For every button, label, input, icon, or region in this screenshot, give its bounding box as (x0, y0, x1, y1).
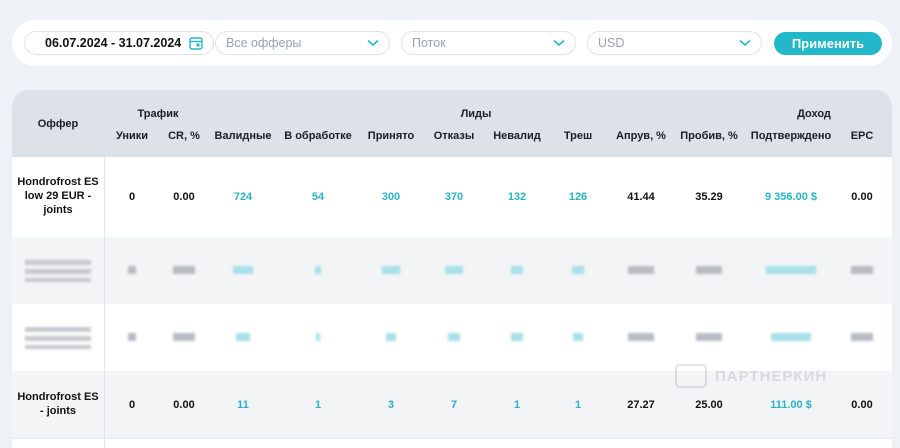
col-header[interactable]: CR, % (168, 130, 200, 142)
col-header[interactable]: Невалид (493, 130, 541, 142)
redacted-value (573, 332, 583, 344)
cell-epc: 0.00 (851, 398, 873, 411)
redacted-value (315, 265, 321, 277)
cell-rejected-link[interactable]: 370 (444, 191, 464, 203)
currency-select[interactable]: USD (587, 31, 762, 55)
offer-name[interactable]: Hondrofrost ES - joints (12, 371, 105, 438)
offers-select[interactable]: Все офферы (215, 31, 390, 55)
table-row: Hondrofrost ES - joints 0 0.00 11 1 3 7 … (12, 371, 892, 438)
col-header[interactable]: Принято (367, 130, 415, 142)
redacted-value (445, 265, 463, 277)
redacted-value (173, 332, 195, 344)
header-income: Доход (797, 108, 831, 120)
redacted-value (628, 265, 654, 277)
chevron-down-icon (367, 39, 379, 47)
cell-processing-link[interactable]: 1 (314, 398, 322, 411)
offer-name-cell-divider (12, 439, 105, 448)
cell-probiv: 35.29 (695, 191, 723, 203)
redacted-value (128, 265, 136, 277)
redacted-value (233, 265, 253, 277)
cell-cr: 0.00 (173, 398, 195, 411)
date-range-value: 06.07.2024 - 31.07.2024 (45, 36, 182, 50)
cell-invalid-link[interactable]: 1 (513, 398, 521, 411)
table-header: Оффер Трафик Лиды Доход Уники CR, % Вали… (12, 90, 892, 157)
redacted-value (771, 332, 811, 344)
calendar-icon (189, 37, 203, 50)
cell-trash-link[interactable]: 126 (568, 191, 588, 203)
col-header[interactable]: EPC (850, 130, 874, 142)
redacted-value (448, 332, 460, 344)
col-header[interactable]: Пробив, % (680, 130, 738, 142)
cell-valid-link[interactable]: 11 (237, 398, 249, 411)
col-header[interactable]: Уники (115, 130, 149, 142)
cell-valid-link[interactable]: 724 (233, 191, 253, 203)
redacted-value (511, 265, 523, 277)
redacted-value (851, 332, 873, 344)
table-row-redacted (12, 237, 892, 304)
cell-accepted-link[interactable]: 3 (387, 398, 395, 411)
cell-cr: 0.00 (173, 191, 195, 203)
cell-trash-link[interactable]: 1 (574, 398, 582, 411)
redacted-value (696, 332, 722, 344)
col-header[interactable]: Валидные (214, 130, 272, 142)
watermark-text: ПАРТНЕРКИН (715, 367, 828, 385)
cell-uniques: 0 (128, 398, 136, 411)
redacted-value (628, 332, 654, 344)
filter-bar: 06.07.2024 - 31.07.2024 Все офферы Поток… (12, 20, 892, 66)
offer-name[interactable]: Hondrofrost ES low 29 EUR - joints (12, 157, 105, 237)
cell-approve: 41.44 (627, 191, 655, 203)
redacted-value (382, 265, 400, 277)
redacted-value (696, 265, 722, 277)
redacted-value (851, 265, 873, 277)
header-offer: Оффер (37, 118, 79, 130)
redacted-value (236, 332, 250, 344)
col-header[interactable]: Подтверждено (750, 130, 832, 142)
col-header[interactable]: Отказы (433, 130, 475, 142)
redacted-value (128, 332, 136, 344)
date-range-picker[interactable]: 06.07.2024 - 31.07.2024 (24, 31, 214, 55)
stream-select-placeholder: Поток (412, 36, 446, 50)
redacted-value (173, 265, 195, 277)
redacted-value (572, 265, 584, 277)
cell-probiv: 25.00 (695, 398, 723, 411)
table-row: Hondrofrost ES low 29 EUR - joints 0 0.0… (12, 157, 892, 237)
table-row-partial (12, 438, 892, 448)
cell-processing-link[interactable]: 54 (311, 191, 325, 203)
cell-invalid-link[interactable]: 132 (507, 191, 527, 203)
chevron-down-icon (553, 39, 565, 47)
watermark-logo-icon (675, 364, 707, 388)
stats-table: Оффер Трафик Лиды Доход Уники CR, % Вали… (12, 90, 892, 448)
cell-epc: 0.00 (851, 191, 873, 203)
cell-accepted-link[interactable]: 300 (381, 191, 401, 203)
offers-select-placeholder: Все офферы (226, 36, 302, 50)
watermark: ПАРТНЕРКИН (675, 364, 827, 388)
cell-uniques: 0 (128, 191, 136, 203)
redacted-value (766, 265, 816, 277)
cell-approve: 27.27 (627, 398, 655, 411)
offer-name-redacted (12, 304, 105, 371)
col-header[interactable]: Апрув, % (616, 130, 666, 142)
stream-select[interactable]: Поток (401, 31, 576, 55)
header-traffic: Трафик (137, 108, 179, 120)
col-header[interactable]: Треш (563, 130, 593, 142)
col-header[interactable]: В обработке (284, 130, 352, 142)
redacted-value (511, 332, 523, 344)
chevron-down-icon (739, 39, 751, 47)
offer-name-redacted (12, 237, 105, 304)
redacted-value (316, 332, 320, 344)
cell-confirmed-link[interactable]: 9 356.00 $ (765, 191, 817, 203)
cell-confirmed-link[interactable]: 111.00 $ (770, 398, 812, 411)
cell-rejected-link[interactable]: 7 (450, 398, 458, 411)
apply-button[interactable]: Применить (774, 32, 882, 55)
header-leads: Лиды (460, 108, 492, 120)
currency-select-value: USD (598, 36, 625, 50)
table-row-redacted (12, 304, 892, 371)
redacted-value (386, 332, 396, 344)
